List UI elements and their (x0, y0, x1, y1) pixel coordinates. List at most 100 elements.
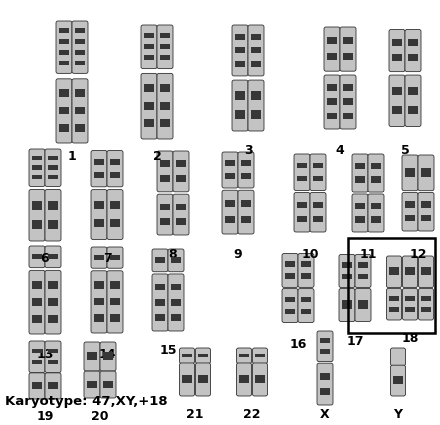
Text: 20: 20 (91, 410, 109, 423)
Bar (32, 315, 42, 323)
FancyBboxPatch shape (248, 25, 264, 76)
FancyBboxPatch shape (405, 29, 421, 72)
Bar (358, 274, 368, 279)
Bar (59, 61, 69, 65)
FancyBboxPatch shape (248, 80, 264, 131)
FancyBboxPatch shape (237, 363, 252, 396)
Bar (235, 110, 245, 119)
Bar (155, 314, 165, 321)
FancyBboxPatch shape (402, 193, 418, 231)
Bar (251, 110, 261, 119)
Bar (160, 33, 170, 38)
Bar (301, 309, 311, 314)
Bar (48, 382, 58, 389)
FancyBboxPatch shape (84, 371, 100, 398)
Bar (241, 173, 251, 179)
FancyBboxPatch shape (352, 154, 368, 192)
Bar (198, 354, 208, 357)
Bar (32, 201, 42, 210)
Text: X: X (320, 408, 330, 421)
Bar (32, 298, 42, 306)
Bar (358, 300, 368, 309)
FancyBboxPatch shape (418, 193, 434, 231)
Bar (103, 352, 113, 360)
Bar (327, 84, 337, 91)
Bar (48, 254, 58, 259)
Bar (225, 200, 235, 207)
FancyBboxPatch shape (222, 152, 238, 188)
Text: 18: 18 (401, 332, 419, 345)
FancyBboxPatch shape (386, 256, 401, 288)
Bar (405, 201, 415, 207)
FancyBboxPatch shape (180, 363, 194, 396)
FancyBboxPatch shape (45, 149, 61, 187)
Bar (110, 314, 120, 322)
Bar (32, 254, 42, 259)
Text: 4: 4 (336, 144, 345, 157)
FancyBboxPatch shape (352, 194, 368, 232)
Bar (160, 204, 170, 210)
Bar (235, 47, 245, 53)
Bar (48, 175, 58, 179)
Bar (171, 314, 181, 321)
FancyBboxPatch shape (29, 341, 45, 373)
Bar (406, 296, 414, 301)
FancyBboxPatch shape (339, 255, 355, 287)
Bar (301, 297, 311, 302)
Bar (313, 201, 323, 208)
FancyBboxPatch shape (168, 274, 184, 331)
Bar (103, 381, 113, 388)
Text: 14: 14 (98, 348, 116, 361)
FancyBboxPatch shape (340, 75, 356, 129)
Bar (75, 89, 85, 97)
FancyBboxPatch shape (72, 79, 88, 143)
Bar (241, 160, 251, 166)
FancyBboxPatch shape (368, 154, 384, 192)
Text: 7: 7 (103, 252, 111, 265)
Bar (392, 105, 402, 114)
Bar (389, 267, 399, 275)
Bar (48, 298, 58, 306)
FancyBboxPatch shape (391, 365, 406, 396)
Bar (32, 281, 42, 289)
FancyBboxPatch shape (141, 25, 157, 68)
FancyBboxPatch shape (298, 253, 314, 287)
FancyBboxPatch shape (310, 154, 326, 190)
Bar (235, 34, 245, 40)
Text: 6: 6 (40, 252, 49, 265)
Bar (225, 216, 235, 223)
Bar (239, 354, 249, 357)
Bar (301, 273, 311, 279)
Bar (320, 338, 330, 343)
Bar (355, 163, 365, 169)
FancyBboxPatch shape (222, 190, 238, 234)
FancyBboxPatch shape (232, 80, 248, 131)
Bar (320, 388, 330, 395)
Bar (405, 167, 415, 177)
FancyBboxPatch shape (253, 363, 268, 396)
Bar (160, 160, 170, 167)
Bar (48, 348, 58, 354)
Bar (176, 160, 186, 167)
Bar (94, 298, 104, 305)
FancyBboxPatch shape (418, 256, 433, 288)
Bar (371, 203, 381, 209)
Bar (144, 44, 154, 49)
FancyBboxPatch shape (107, 150, 123, 187)
Bar (327, 99, 337, 105)
Bar (160, 218, 170, 225)
Bar (171, 299, 181, 306)
Text: 9: 9 (234, 248, 242, 261)
Text: 19: 19 (37, 410, 54, 423)
Bar (144, 55, 154, 60)
Text: 16: 16 (290, 338, 307, 351)
Bar (110, 255, 120, 260)
Bar (343, 113, 353, 119)
Bar (297, 201, 307, 208)
Bar (256, 354, 264, 357)
Bar (59, 39, 69, 44)
FancyBboxPatch shape (107, 271, 123, 333)
FancyBboxPatch shape (389, 29, 405, 72)
Bar (32, 360, 42, 365)
Text: 3: 3 (244, 144, 252, 157)
